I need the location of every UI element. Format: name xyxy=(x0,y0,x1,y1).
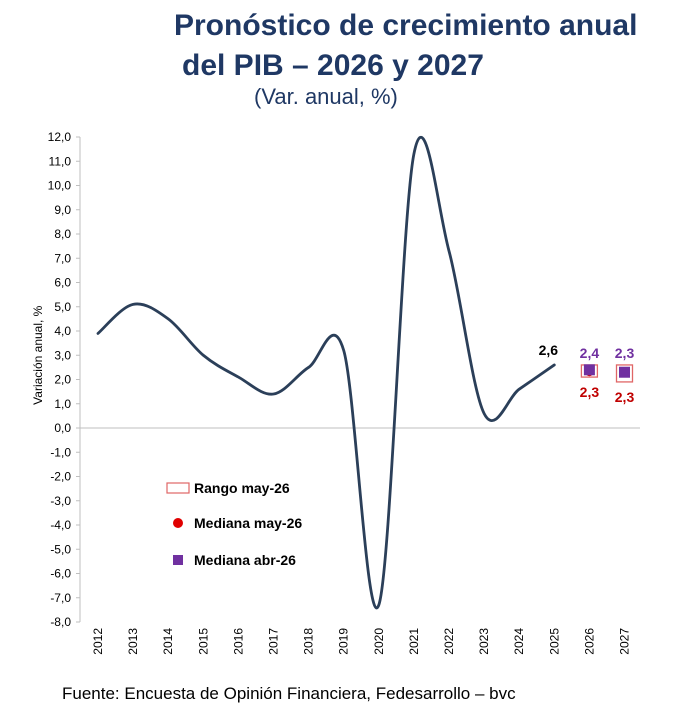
forecast-median-may-label-2027: 2,3 xyxy=(615,389,635,405)
y-axis-title: Variación anual, % xyxy=(31,305,45,405)
x-tick-label: 2017 xyxy=(267,628,281,655)
x-tick-label: 2023 xyxy=(477,628,491,655)
forecast-median-abr-point-2027 xyxy=(619,366,630,378)
legend-median-may-swatch xyxy=(173,518,183,528)
y-tick-label: 12,0 xyxy=(48,130,72,144)
x-tick-label: 2026 xyxy=(582,628,596,655)
forecast-median-abr-label-2027: 2,3 xyxy=(615,345,635,361)
y-tick-label: -3,0 xyxy=(50,494,71,508)
y-tick-label: 1,0 xyxy=(54,397,71,411)
y-tick-label: 4,0 xyxy=(54,324,71,338)
chart-title-line1: Pronóstico de crecimiento anual xyxy=(174,9,638,42)
x-tick-label: 2019 xyxy=(337,628,351,655)
x-tick-label: 2014 xyxy=(161,628,175,655)
gdp-growth-line xyxy=(96,135,556,610)
x-tick-label: 2024 xyxy=(512,628,526,655)
legend-label-median_may: Mediana may-26 xyxy=(194,515,302,531)
x-tick-label: 2015 xyxy=(196,628,210,655)
y-tick-label: 5,0 xyxy=(54,300,71,314)
legend-median-abr-swatch xyxy=(173,555,183,565)
x-tick-label: 2016 xyxy=(231,628,245,655)
x-tick-label: 2021 xyxy=(407,628,421,655)
y-tick-label: -4,0 xyxy=(50,518,71,532)
forecast-median-may-label-2026: 2,3 xyxy=(580,384,600,400)
legend-label-range: Rango may-26 xyxy=(194,480,290,496)
y-tick-label: -1,0 xyxy=(50,445,71,459)
forecast-median-abr-point-2026 xyxy=(583,364,595,376)
legend-label-median_abr: Mediana abr-26 xyxy=(194,552,296,568)
legend-range-swatch xyxy=(166,482,190,494)
forecast-median-abr-label-2026: 2,4 xyxy=(580,345,600,361)
y-tick-label: 7,0 xyxy=(54,251,71,265)
y-tick-label: 3,0 xyxy=(54,348,71,362)
y-tick-label: 10,0 xyxy=(48,179,72,193)
y-tick-label: 9,0 xyxy=(54,203,71,217)
x-tick-label: 2027 xyxy=(618,628,632,655)
x-tick-label: 2025 xyxy=(547,628,561,655)
x-tick-label: 2018 xyxy=(302,628,316,655)
chart-subtitle: (Var. anual, %) xyxy=(254,84,398,109)
y-tick-label: -6,0 xyxy=(50,567,71,581)
y-tick-label: 6,0 xyxy=(54,276,71,290)
y-tick-label: 2,0 xyxy=(54,373,71,387)
y-tick-label: -5,0 xyxy=(50,542,71,556)
last-value-label: 2,6 xyxy=(539,342,559,358)
y-tick-label: 0,0 xyxy=(54,421,71,435)
chart-title-line2: del PIB – 2026 y 2027 xyxy=(182,49,484,82)
y-tick-label: 11,0 xyxy=(49,154,72,168)
forecast-range-box-2027 xyxy=(615,364,634,383)
y-tick-label: -8,0 xyxy=(50,615,71,629)
source-note: Fuente: Encuesta de Opinión Financiera, … xyxy=(62,684,516,703)
x-tick-label: 2012 xyxy=(91,628,105,655)
y-tick-label: 8,0 xyxy=(54,227,71,241)
y-tick-label: -2,0 xyxy=(50,470,71,484)
x-tick-label: 2013 xyxy=(126,628,140,655)
x-tick-label: 2022 xyxy=(442,628,456,655)
x-tick-label: 2020 xyxy=(372,628,386,655)
y-tick-label: -7,0 xyxy=(50,591,71,605)
